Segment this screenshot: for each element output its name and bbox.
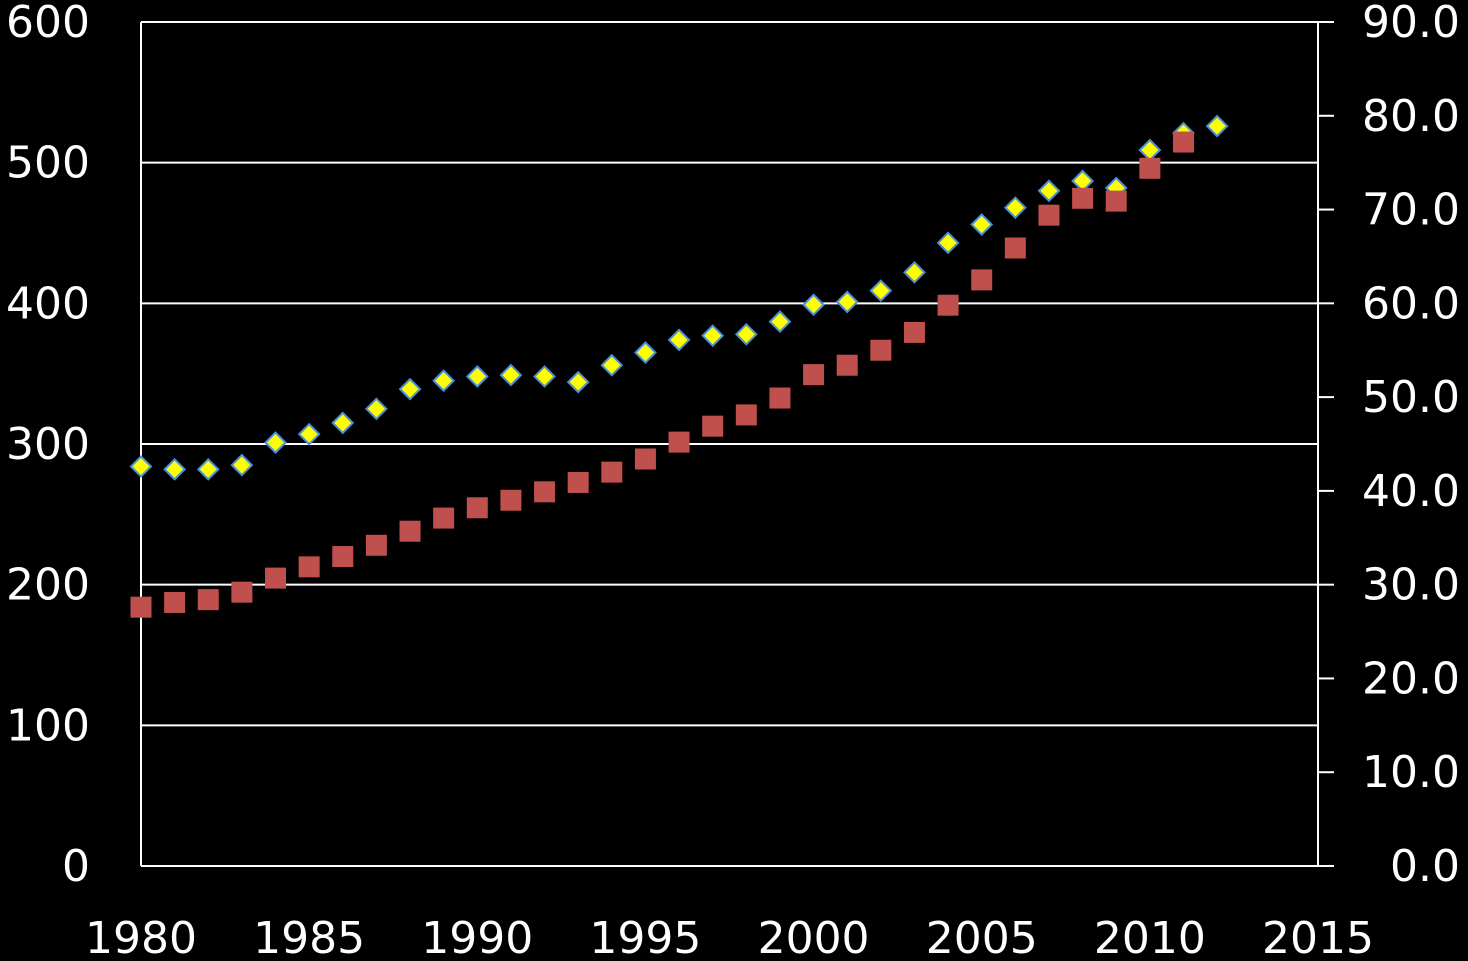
- diamond-point: [768, 310, 792, 334]
- diamond-point: [331, 411, 355, 435]
- diamond-point: [1037, 179, 1061, 203]
- data-points: [129, 114, 1229, 618]
- y2-tick-label: 30.0: [1362, 560, 1460, 611]
- square-point: [332, 546, 354, 568]
- diamond-point: [398, 377, 422, 401]
- y2-tick-label: 40.0: [1362, 466, 1460, 517]
- square-point: [634, 448, 656, 470]
- x-tick-label: 1980: [85, 913, 197, 961]
- square-point: [197, 589, 219, 611]
- diamond-point: [364, 397, 388, 421]
- square-point: [1172, 131, 1194, 153]
- diamond-point: [129, 455, 153, 478]
- y2-tick-label: 80.0: [1362, 91, 1460, 142]
- diamond-point: [802, 293, 825, 317]
- gridlines: [141, 21, 1318, 867]
- diamond-point: [163, 457, 187, 481]
- y-tick-label: 300: [6, 419, 90, 470]
- square-point: [500, 489, 522, 511]
- diamond-point: [600, 353, 624, 377]
- x-tick-label: 1985: [253, 913, 365, 961]
- square-point: [1139, 157, 1161, 179]
- diamond-point: [230, 453, 254, 477]
- square-point: [130, 596, 152, 618]
- diamond-point: [499, 363, 523, 387]
- square-point: [534, 481, 556, 503]
- y-tick-label: 400: [6, 278, 90, 329]
- diamond-point: [734, 322, 758, 346]
- square-point: [937, 294, 959, 316]
- x-tick-label: 2005: [926, 913, 1038, 961]
- square-point: [601, 461, 623, 483]
- y-tick-label: 200: [6, 560, 90, 611]
- square-point: [1105, 190, 1127, 212]
- square-point: [265, 567, 287, 589]
- diamond-point: [701, 324, 725, 348]
- y2-tick-label: 90.0: [1362, 0, 1460, 48]
- square-point: [836, 354, 858, 376]
- y-tick-label: 500: [6, 138, 90, 189]
- y-tick-label: 600: [6, 0, 90, 48]
- y2-tick-label: 20.0: [1362, 653, 1460, 704]
- y-tick-label: 100: [6, 700, 90, 751]
- diamond-point: [903, 260, 926, 284]
- square-point: [903, 321, 925, 343]
- diamond-point: [869, 279, 893, 303]
- square-point: [231, 581, 253, 603]
- square-point: [433, 507, 455, 529]
- diamond-point: [566, 370, 590, 394]
- diamond-point: [432, 369, 456, 393]
- square-point: [668, 431, 690, 453]
- diamond-point: [835, 290, 859, 314]
- x-tick-label: 2015: [1262, 913, 1374, 961]
- square-point: [466, 497, 488, 519]
- x-tick-label: 1990: [421, 913, 533, 961]
- y2-tick-label: 50.0: [1362, 372, 1460, 423]
- square-point: [870, 339, 892, 361]
- square-point: [702, 415, 724, 437]
- y2-tick-label: 10.0: [1362, 747, 1460, 798]
- square-point: [399, 520, 421, 542]
- diamond-point: [1205, 114, 1229, 138]
- y2-tick-label: 60.0: [1362, 278, 1460, 329]
- diamond-point: [667, 328, 691, 352]
- axes: [140, 21, 1334, 867]
- series-2: [130, 131, 1194, 618]
- tick-labels: 0 100 200 300 400 500 600 0.0 10.0 20.0 30.0 40.0 50…: [6, 0, 1460, 961]
- square-point: [164, 591, 186, 613]
- square-point: [1004, 237, 1026, 259]
- diamond-point: [264, 431, 287, 455]
- diamond-point: [297, 422, 321, 446]
- y2-tick-label: 0.0: [1390, 841, 1460, 892]
- diamond-point: [465, 365, 489, 388]
- diamond-point: [196, 457, 220, 481]
- x-tick-label: 1995: [589, 913, 701, 961]
- x-tick-label: 2010: [1094, 913, 1206, 961]
- diamond-point: [533, 365, 556, 388]
- square-point: [1072, 187, 1094, 209]
- y2-tick-label: 70.0: [1362, 185, 1460, 236]
- square-point: [298, 556, 320, 578]
- square-point: [769, 387, 791, 409]
- square-point: [1038, 204, 1060, 226]
- y-tick-label: 0: [62, 841, 90, 892]
- square-point: [803, 364, 825, 386]
- diamond-point: [1003, 196, 1027, 220]
- square-point: [971, 269, 993, 291]
- diamond-point: [936, 231, 960, 255]
- square-point: [365, 534, 387, 556]
- square-point: [735, 404, 757, 426]
- diamond-point: [970, 213, 994, 236]
- diamond-point: [634, 341, 657, 364]
- x-tick-label: 2000: [758, 913, 870, 961]
- square-point: [567, 471, 589, 493]
